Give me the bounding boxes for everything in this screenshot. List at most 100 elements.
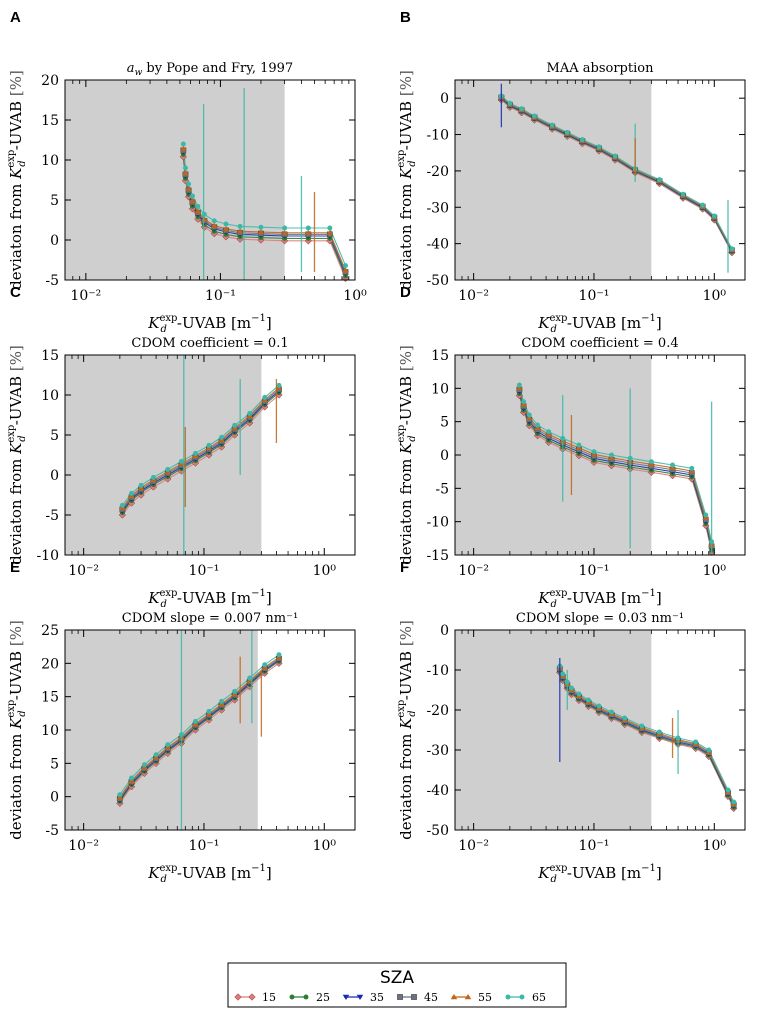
legend-marker	[464, 994, 472, 1000]
data-point	[639, 723, 645, 729]
data-point	[568, 685, 574, 691]
xtick-label: 10⁰	[703, 838, 727, 854]
x-axis-label: Kexp d -UVAB [m−1]	[147, 588, 271, 610]
x-axis-label: Kexp d -UVAB [m−1]	[537, 313, 661, 335]
ytick-label: -20	[426, 703, 449, 719]
panel-letter: E	[10, 559, 20, 576]
xtick-label: 10⁻¹	[189, 563, 220, 579]
legend-marker	[289, 994, 295, 1000]
panel-title: aw by Pope and Fry, 1997	[127, 61, 293, 78]
panel-letter: A	[10, 9, 21, 26]
data-point	[305, 229, 312, 236]
y-axis-label: deviaton from Kexpd-UVAB [%]	[6, 620, 28, 840]
ytick-label: -40	[426, 783, 449, 799]
data-point	[689, 465, 695, 471]
ytick-label: 10	[41, 153, 59, 169]
data-point	[656, 177, 662, 183]
shaded-region	[455, 80, 652, 280]
ytick-label: 10	[41, 723, 59, 739]
data-point	[150, 474, 156, 480]
shaded-region	[65, 80, 285, 280]
legend-label: 15	[262, 991, 276, 1004]
ytick-label: 15	[41, 348, 59, 364]
data-point	[725, 787, 731, 793]
data-point	[165, 742, 171, 748]
data-point	[276, 652, 282, 658]
panel-title: CDOM coefficient = 0.1	[131, 336, 288, 351]
ytick-label: -5	[45, 508, 59, 524]
data-point	[596, 703, 602, 709]
xtick-label: 10⁰	[703, 288, 727, 304]
data-point	[564, 129, 570, 135]
ytick-label: 15	[431, 348, 449, 364]
data-point	[576, 691, 582, 697]
panel-B: B MAA absorption -50 -40 -30 -20 -10 0 10⁻² 10⁻¹ 1…	[396, 9, 746, 335]
legend-marker	[411, 994, 417, 1000]
xtick-label: 10⁻²	[458, 563, 489, 579]
ytick-label: -40	[426, 237, 449, 253]
xtick-label: 10⁰	[343, 288, 367, 304]
data-point	[519, 106, 524, 112]
ytick-label: -30	[426, 743, 449, 759]
xtick-label: 10⁻¹	[579, 563, 610, 579]
data-point	[247, 675, 253, 681]
xtick-label: 10⁻²	[458, 288, 489, 304]
x-axis-label: Kexp d -UVAB [m−1]	[537, 863, 661, 885]
legend-marker	[505, 994, 511, 1000]
data-point	[693, 739, 699, 745]
axes-frame	[454, 79, 746, 281]
data-point	[232, 422, 238, 428]
data-point	[609, 709, 615, 715]
xtick-label: 10⁻¹	[579, 288, 610, 304]
xtick-label: 10⁻¹	[205, 288, 236, 304]
xtick-label: 10⁻²	[68, 838, 99, 854]
data-point	[585, 697, 591, 703]
data-point	[276, 382, 282, 388]
shaded-region	[455, 355, 652, 555]
data-point	[192, 718, 198, 724]
ytick-label: -5	[45, 823, 59, 839]
data-point	[119, 502, 125, 508]
data-point	[192, 450, 198, 456]
data-point	[342, 267, 349, 273]
data-point	[622, 715, 628, 721]
data-point	[206, 708, 212, 714]
data-point	[591, 449, 597, 455]
data-point	[257, 229, 265, 235]
data-point	[670, 462, 676, 468]
xtick-label: 10⁰	[313, 838, 337, 854]
ytick-label: 10	[41, 388, 59, 404]
legend-marker	[397, 994, 403, 1000]
data-point	[262, 662, 268, 668]
xtick-label: 10⁻²	[68, 563, 99, 579]
data-point	[183, 165, 188, 171]
ytick-label: -10	[426, 128, 449, 144]
data-point	[178, 458, 184, 464]
ytick-label: 20	[41, 73, 59, 89]
data-point	[117, 792, 123, 798]
ytick-label: -10	[36, 548, 59, 564]
legend-marker	[234, 993, 242, 1001]
data-point	[210, 222, 218, 228]
data-point	[129, 775, 134, 781]
data-point	[190, 193, 195, 199]
panel-A: Aaw by Pope and Fry, 1997 -5 0 5 10 15 20 10⁻² 1…	[6, 9, 367, 335]
legend: SZA 15 25 35 45 55 65	[227, 962, 567, 1008]
panel-letter: B	[400, 9, 411, 26]
legend-label: 35	[370, 991, 384, 1004]
ytick-label: 0	[50, 790, 59, 806]
xtick-label: 10⁻¹	[189, 838, 220, 854]
data-point	[219, 434, 225, 440]
data-point	[281, 229, 288, 236]
data-point	[201, 211, 207, 217]
y-axis-label: deviaton from Kexpd-UVAB [%]	[6, 70, 28, 290]
data-point	[201, 216, 208, 222]
data-point	[211, 218, 217, 224]
ytick-label: -15	[426, 548, 449, 564]
data-point	[521, 399, 527, 405]
legend-title: SZA	[380, 968, 414, 988]
data-point	[195, 203, 201, 209]
data-point	[189, 197, 196, 204]
y-axis-label: deviaton from Kexpd-UVAB [%]	[396, 345, 418, 565]
data-point	[185, 185, 192, 192]
